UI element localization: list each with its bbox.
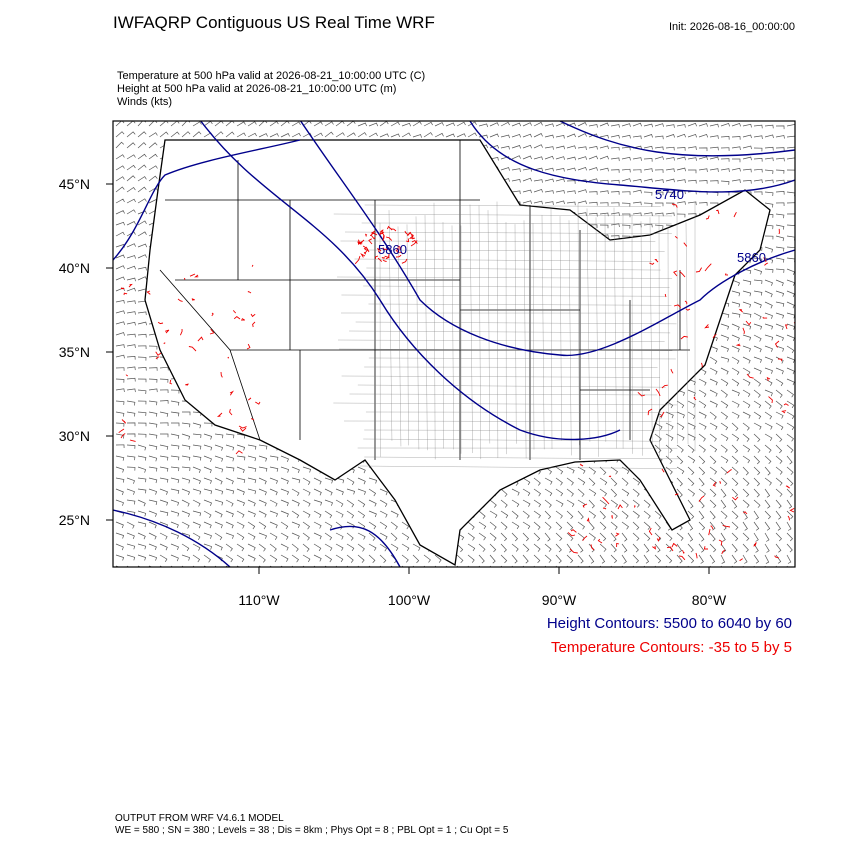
map-frame — [112, 120, 796, 568]
legend-temperature: Temperature Contours: -35 to 5 by 5 — [551, 639, 792, 656]
temp-squiggles — [118, 203, 795, 562]
legend-height: Height Contours: 5500 to 6040 by 60 — [547, 615, 792, 632]
init-time: Init: 2026-08-16_00:00:00 — [669, 21, 795, 33]
lat-label: 40°N — [59, 260, 90, 276]
lat-label: 35°N — [59, 344, 90, 360]
map — [113, 121, 795, 567]
lon-label: 90°W — [542, 592, 577, 608]
lon-label: 100°W — [388, 592, 431, 608]
field-label: Temperature at 500 hPa valid at 2026-08-… — [117, 70, 425, 82]
axis-labels: 45°N 40°N 35°N 30°N 25°N 110°W 100°W 90°W 80°W — [59, 176, 727, 608]
title: IWFAQRP Contiguous US Real Time WRF — [113, 13, 435, 32]
height-contours — [113, 121, 795, 567]
footer-settings: WE = 580 ; SN = 380 ; Levels = 38 ; Dis … — [115, 825, 509, 836]
field-label: Height at 500 hPa valid at 2026-08-21_10… — [117, 83, 396, 95]
lat-label: 30°N — [59, 428, 90, 444]
footer-model: OUTPUT FROM WRF V4.6.1 MODEL — [115, 813, 284, 824]
lat-label: 25°N — [59, 512, 90, 528]
temperature-contours — [118, 203, 795, 562]
contour-label: 5860 — [378, 242, 407, 257]
county-grid — [333, 201, 696, 469]
lon-label: 110°W — [238, 592, 280, 608]
lat-label: 45°N — [59, 176, 90, 192]
us-outline — [144, 139, 771, 567]
county-lines — [333, 201, 696, 469]
contour-label: 5740 — [655, 187, 684, 202]
field-label: Winds (kts) — [117, 96, 172, 108]
lon-label: 80°W — [692, 592, 727, 608]
contour-label: 5860 — [737, 250, 766, 265]
